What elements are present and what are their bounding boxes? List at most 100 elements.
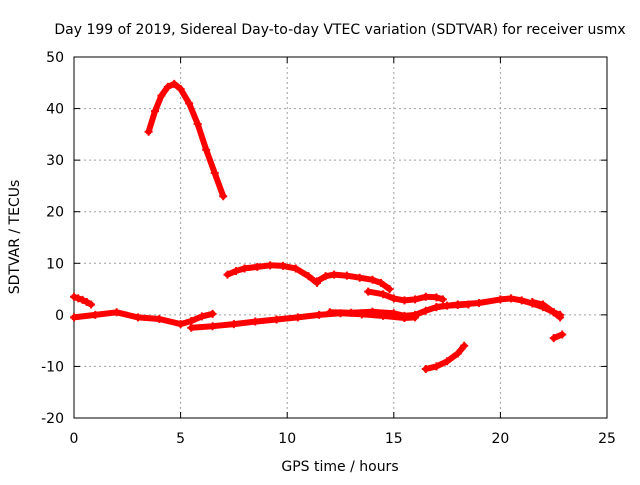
data-point <box>400 311 409 320</box>
data-point <box>379 290 388 299</box>
data-point <box>507 294 516 303</box>
data-point <box>325 308 334 317</box>
data-point <box>223 270 232 279</box>
data-point <box>496 295 505 304</box>
series-arc-5 <box>223 261 322 287</box>
data-point <box>315 310 324 319</box>
data-point <box>155 314 164 323</box>
data-point <box>82 297 91 306</box>
data-point <box>210 169 219 178</box>
x-tick-label: 15 <box>385 431 403 447</box>
data-point <box>389 294 398 303</box>
data-point <box>347 308 356 317</box>
x-tick-label: 0 <box>70 431 79 447</box>
data-point <box>528 297 537 306</box>
y-tick-label: 20 <box>46 205 64 221</box>
data-point <box>460 341 469 350</box>
data-point <box>411 310 420 319</box>
data-point <box>400 296 409 305</box>
y-tick-label: 30 <box>46 153 64 169</box>
data-point <box>558 330 567 339</box>
data-point <box>170 79 179 88</box>
data-point <box>163 82 172 91</box>
data-point <box>78 295 87 304</box>
series-arc-2 <box>70 292 96 309</box>
data-point <box>266 261 275 270</box>
data-point <box>330 270 339 279</box>
axis-ticks: 0 5 10 15 20 25 -20 -10 0 10 20 30 40 50 <box>41 50 616 447</box>
series-arc-12 <box>549 330 567 343</box>
data-point <box>70 292 78 301</box>
data-point <box>208 322 217 331</box>
data-point <box>112 308 121 317</box>
series-arc-3 <box>70 308 217 329</box>
data-point <box>291 264 300 273</box>
data-point <box>342 271 351 280</box>
data-point <box>229 320 238 329</box>
y-tick-label: -20 <box>41 411 64 427</box>
data-point <box>411 295 420 304</box>
data-point <box>421 306 430 315</box>
data-point <box>368 275 377 284</box>
data-point <box>556 313 565 322</box>
x-axis-label: GPS time / hours <box>281 459 398 475</box>
x-tick-label: 20 <box>491 431 509 447</box>
series-arc-9 <box>421 341 469 374</box>
data-point <box>193 120 202 129</box>
data-point <box>368 307 377 316</box>
data-series <box>70 79 567 374</box>
y-tick-label: 50 <box>46 50 64 66</box>
data-point <box>87 300 96 309</box>
y-tick-label: -10 <box>41 359 64 375</box>
data-point <box>389 309 398 318</box>
data-point <box>443 357 452 366</box>
data-point <box>185 99 194 108</box>
y-tick-label: 0 <box>55 308 64 324</box>
data-point <box>202 145 211 154</box>
x-tick-label: 25 <box>598 431 616 447</box>
data-point <box>421 365 430 374</box>
data-point <box>91 310 100 319</box>
data-point <box>364 287 373 296</box>
series-line <box>529 299 564 321</box>
data-point <box>432 303 441 312</box>
data-point <box>70 313 78 322</box>
data-point <box>385 285 394 294</box>
data-point <box>432 362 441 371</box>
data-point <box>313 277 322 286</box>
data-point <box>232 267 241 276</box>
data-point <box>176 84 185 93</box>
data-point <box>517 296 526 305</box>
data-point <box>157 91 166 100</box>
data-point <box>549 308 558 317</box>
data-point <box>475 298 484 307</box>
y-tick-label: 40 <box>46 102 64 118</box>
data-point <box>539 300 548 309</box>
data-point <box>208 309 217 318</box>
data-point <box>197 312 206 321</box>
data-point <box>453 300 462 309</box>
data-point <box>133 313 142 322</box>
data-point <box>219 192 228 201</box>
data-point <box>304 272 313 281</box>
data-point <box>453 349 462 358</box>
data-point <box>432 293 441 302</box>
x-tick-label: 5 <box>176 431 185 447</box>
plot-frame <box>73 56 608 419</box>
y-axis-label: SDTVAR / TECUs <box>7 180 23 295</box>
data-point <box>176 320 185 329</box>
data-point <box>74 294 83 303</box>
data-point <box>272 315 281 324</box>
data-point <box>438 295 447 304</box>
series-arc-7 <box>364 287 447 305</box>
data-point <box>278 261 287 270</box>
data-point <box>187 317 196 326</box>
data-point <box>293 313 302 322</box>
data-point <box>144 127 153 136</box>
data-point <box>240 264 249 273</box>
y-tick-label: 10 <box>46 256 64 272</box>
series-arc-1 <box>144 79 228 201</box>
data-point <box>355 273 364 282</box>
